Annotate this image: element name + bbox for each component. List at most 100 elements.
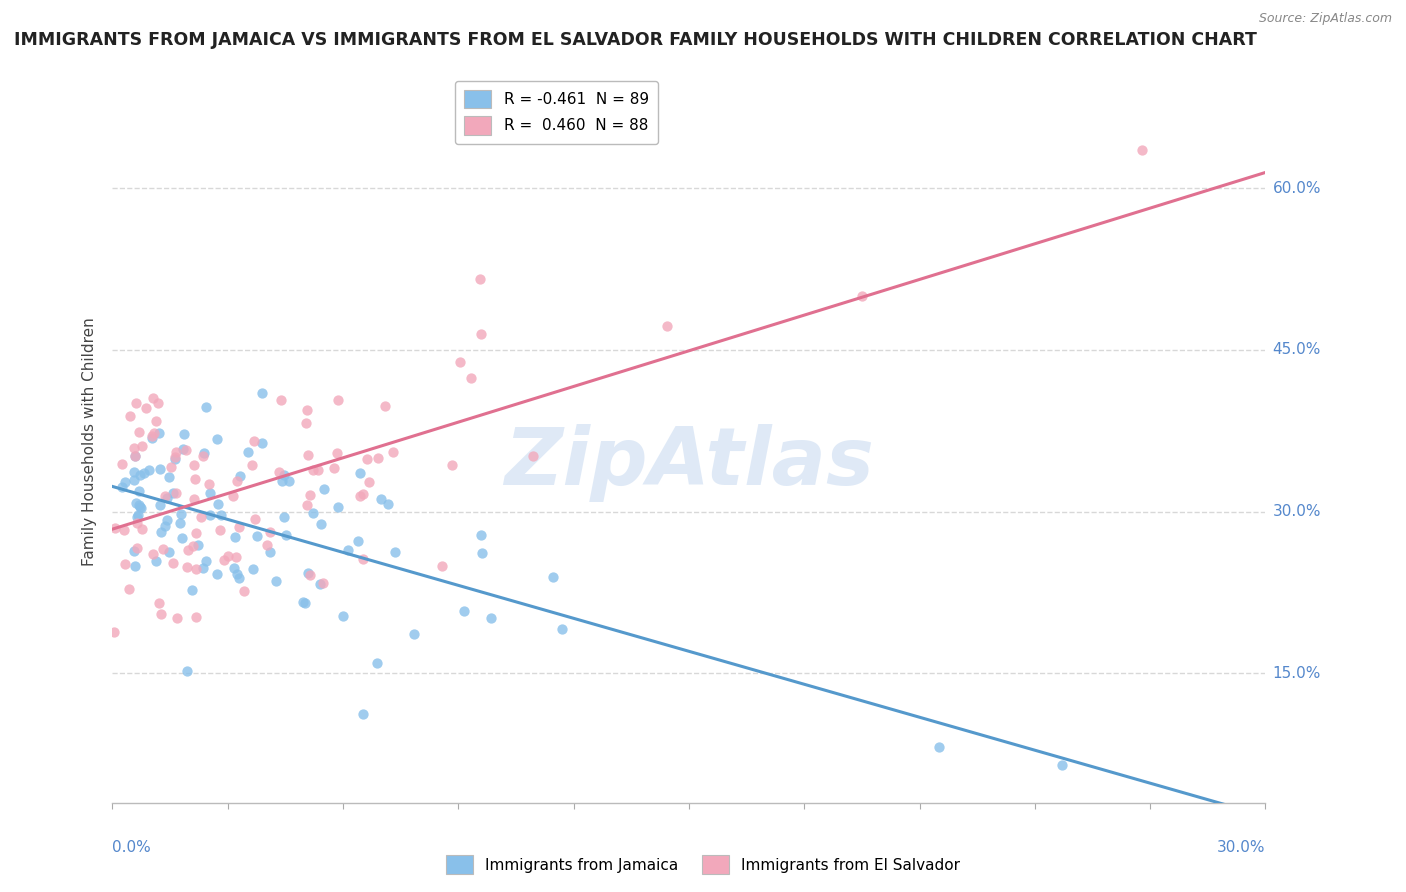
Point <box>142 391 165 405</box>
Point <box>122 441 145 455</box>
Point <box>367 450 389 465</box>
Point <box>205 432 228 446</box>
Point <box>224 561 246 575</box>
Point <box>176 560 198 574</box>
Point <box>332 609 354 624</box>
Point <box>851 289 873 303</box>
Point <box>155 513 177 527</box>
Point <box>522 450 544 464</box>
Point <box>166 611 188 625</box>
Legend: R = -0.461  N = 89, R =  0.460  N = 88: R = -0.461 N = 89, R = 0.460 N = 88 <box>454 80 658 144</box>
Point <box>357 475 380 490</box>
Point <box>384 544 406 558</box>
Point <box>336 543 359 558</box>
Point <box>122 473 145 487</box>
Point <box>145 414 167 428</box>
Point <box>655 319 678 334</box>
Point <box>470 327 492 342</box>
Point <box>141 431 163 445</box>
Point <box>181 539 204 553</box>
Point <box>208 523 231 537</box>
Legend: Immigrants from Jamaica, Immigrants from El Salvador: Immigrants from Jamaica, Immigrants from… <box>440 849 966 880</box>
Point <box>128 498 150 512</box>
Point <box>294 596 316 610</box>
Point <box>165 445 187 459</box>
Point <box>131 522 153 536</box>
Point <box>322 461 344 475</box>
Point <box>228 519 250 533</box>
Point <box>163 450 186 464</box>
Y-axis label: Family Households with Children: Family Households with Children <box>82 318 97 566</box>
Point <box>128 483 150 498</box>
Point <box>148 596 170 610</box>
Point <box>156 491 179 506</box>
Point <box>120 409 142 424</box>
Point <box>479 611 502 625</box>
Point <box>205 567 228 582</box>
Point <box>173 427 195 442</box>
Point <box>295 403 318 417</box>
Point <box>240 458 263 472</box>
Point <box>149 607 172 621</box>
Point <box>295 498 318 512</box>
Point <box>149 461 172 475</box>
Point <box>146 396 169 410</box>
Point <box>125 496 148 510</box>
Point <box>301 463 323 477</box>
Point <box>326 446 349 460</box>
Point <box>138 463 160 477</box>
Point <box>346 533 368 548</box>
Point <box>404 627 426 641</box>
Point <box>217 549 239 563</box>
Point <box>200 485 222 500</box>
Point <box>195 554 218 568</box>
Point <box>326 392 349 407</box>
Point <box>349 466 371 480</box>
Point <box>124 449 146 463</box>
Point <box>145 554 167 568</box>
Point <box>430 559 453 574</box>
Text: Source: ZipAtlas.com: Source: ZipAtlas.com <box>1258 12 1392 25</box>
Point <box>170 532 193 546</box>
Point <box>195 400 218 414</box>
Point <box>453 604 475 618</box>
Point <box>183 458 205 472</box>
Point <box>184 472 207 486</box>
Text: 30.0%: 30.0% <box>1218 840 1265 855</box>
Point <box>117 582 139 597</box>
Point <box>311 576 333 591</box>
Point <box>165 452 187 467</box>
Point <box>233 583 256 598</box>
Point <box>209 508 232 522</box>
Point <box>186 610 208 624</box>
Point <box>259 545 281 559</box>
Point <box>264 574 287 589</box>
Point <box>131 439 153 453</box>
Point <box>382 444 405 458</box>
Point <box>273 468 295 483</box>
Point <box>246 529 269 543</box>
Point <box>471 546 494 560</box>
Point <box>349 489 371 503</box>
Point <box>250 435 273 450</box>
Point <box>309 577 332 591</box>
Point <box>243 512 266 526</box>
Point <box>224 530 246 544</box>
Point <box>172 442 194 457</box>
Point <box>198 508 221 523</box>
Text: 45.0%: 45.0% <box>1272 343 1320 358</box>
Point <box>174 442 197 457</box>
Point <box>170 507 193 521</box>
Point <box>352 551 374 566</box>
Point <box>374 399 396 413</box>
Point <box>460 371 482 385</box>
Point <box>242 562 264 576</box>
Point <box>124 543 146 558</box>
Point <box>226 566 249 581</box>
Point <box>104 521 127 535</box>
Point <box>169 516 191 530</box>
Point <box>165 486 187 500</box>
Point <box>550 622 572 636</box>
Point <box>129 467 152 482</box>
Point <box>207 497 229 511</box>
